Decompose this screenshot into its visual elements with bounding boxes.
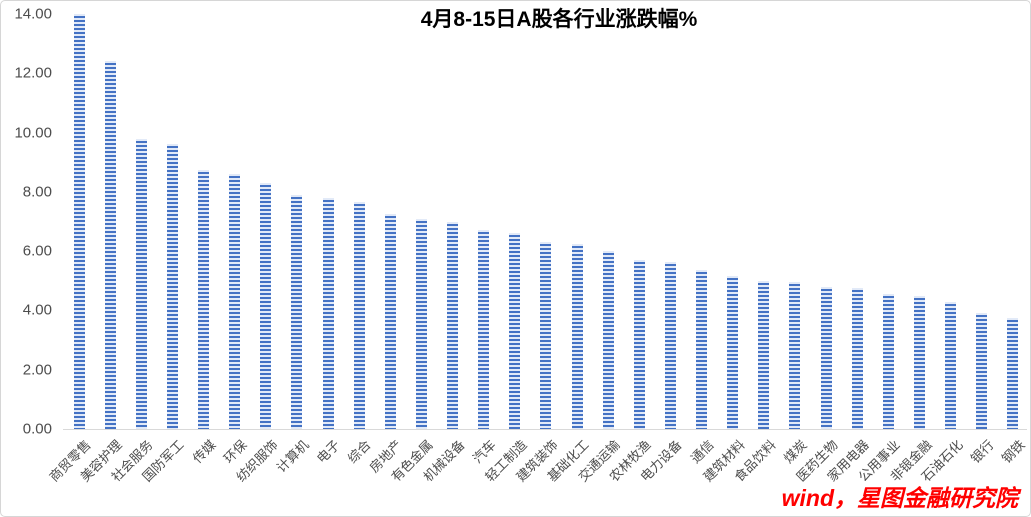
bar: [727, 276, 739, 429]
bar: [135, 138, 147, 429]
bar: [851, 288, 863, 429]
bar: [758, 280, 770, 429]
bar: [633, 260, 645, 429]
y-axis-tick-label: 6.00: [22, 242, 52, 260]
x-axis-line: [63, 429, 1027, 430]
bar: [447, 221, 459, 429]
y-axis-tick-label: 10.00: [14, 124, 52, 142]
bar: [914, 295, 925, 429]
bar: [571, 243, 583, 429]
y-axis-tick-label: 0.00: [22, 420, 52, 438]
y-axis-tick-label: 12.00: [14, 64, 52, 82]
bar: [540, 242, 552, 429]
bar: [353, 202, 365, 429]
bar: [229, 174, 241, 429]
bar: [1007, 317, 1019, 429]
x-axis-tick-label: 传媒: [189, 437, 219, 467]
x-axis-tick-label: 计算机: [273, 437, 312, 476]
bar: [198, 169, 210, 429]
bar: [882, 294, 894, 429]
bar: [291, 194, 303, 429]
bar: [664, 261, 676, 429]
bar: [789, 282, 801, 429]
bar: [384, 214, 396, 429]
bar: [322, 197, 334, 429]
bar: [945, 301, 957, 429]
bar: [602, 251, 614, 429]
bar: [696, 270, 708, 429]
bar: [104, 61, 116, 429]
watermark-source-text: wind，星图金融研究院: [781, 485, 1018, 511]
bar: [260, 182, 272, 429]
bar: [976, 313, 988, 429]
bar: [478, 230, 490, 429]
bar: [166, 144, 178, 429]
y-axis-tick-label: 4.00: [22, 301, 52, 319]
y-axis-tick-label: 14.00: [14, 5, 52, 23]
x-axis-tick-label: 钢铁: [998, 437, 1028, 467]
bar: [509, 233, 521, 429]
bar: [73, 14, 85, 429]
bar: [415, 218, 427, 429]
y-axis-tick-label: 8.00: [22, 183, 52, 201]
bar: [820, 286, 832, 429]
x-axis-tick-label: 银行: [967, 437, 997, 467]
chart-title: 4月8-15日A股各行业涨跌幅%: [420, 8, 698, 31]
x-axis-tick-label: 电子: [313, 437, 343, 467]
y-axis-tick-label: 2.00: [22, 361, 52, 379]
